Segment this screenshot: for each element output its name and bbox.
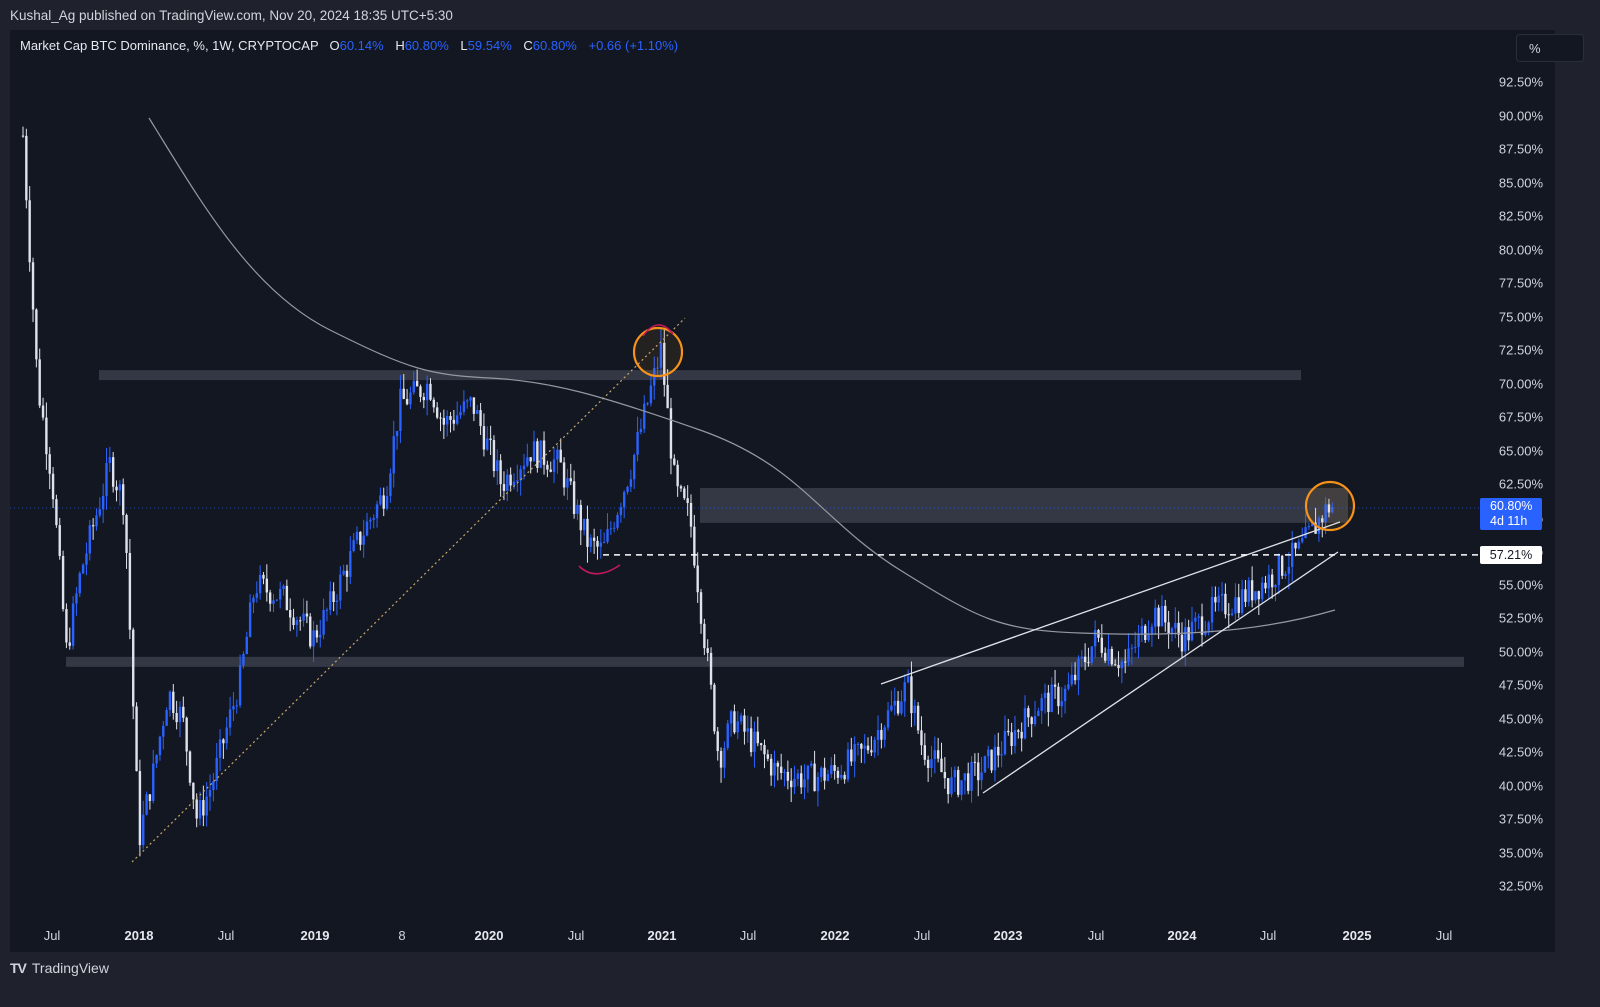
x-tick-label: 2021 [647,928,677,943]
wedge-upper-line [880,521,1341,685]
tradingview-brand: TV TradingView [10,960,109,976]
price-axis[interactable]: 92.50% 90.00% 87.50% 85.00% 82.50% 80.00% 77.5… [1480,30,1555,952]
y-tick-label: 35.00% [1498,845,1543,860]
legend-low-label: L [460,38,468,53]
y-tick-label: 45.00% [1498,711,1543,726]
x-tick-label: 2019 [300,928,330,943]
brand-name: TradingView [31,960,109,976]
bar-countdown: 4d 11h [1490,514,1528,528]
resistance-zone-mid [700,488,1348,523]
y-tick-label: 80.00% [1498,242,1543,257]
x-tick-label: 8 [398,928,406,943]
last-price-value: 60.80% [1490,499,1533,513]
x-tick-label: Jul [43,928,61,943]
y-tick-label: 55.00% [1498,577,1543,592]
x-tick-label: Jul [913,928,931,943]
legend-open-label: O [329,38,340,53]
y-tick-label: 92.50% [1498,74,1543,90]
x-tick-label: Jul [1259,928,1277,943]
moving-average-line [148,117,1336,635]
x-tick-label: Jul [567,928,585,943]
x-tick-label: 2025 [1342,928,1372,943]
highlight-circle-2024 [1304,480,1356,532]
level-price-tag: 57.21% [1480,546,1542,564]
publish-line: Kushal_Ag published on TradingView.com, … [10,8,453,23]
y-tick-label: 70.00% [1498,376,1543,391]
resistance-zone-top [99,370,1301,381]
y-tick-label: 72.50% [1498,342,1543,358]
legend-change: +0.66 (+1.10%) [588,38,679,53]
y-tick-label: 47.50% [1498,677,1543,693]
y-tick-label: 62.50% [1498,476,1543,492]
x-tick-label: 2020 [474,928,504,943]
legend-high-label: H [395,38,405,53]
wedge-lower-line [982,551,1339,794]
legend-low-value: 59.54% [467,38,512,53]
x-tick-label: Jul [1087,928,1105,943]
x-tick-label: Jul [739,928,757,943]
x-tick-label: Jul [1435,928,1453,943]
y-tick-label: 42.50% [1498,744,1543,760]
legend-close-label: C [523,38,533,53]
chart-legend: Market Cap BTC Dominance, %, 1W, CRYPTOC… [20,38,678,53]
support-zone [66,656,1464,667]
legend-open-value: 60.14% [339,38,384,53]
y-tick-label: 82.50% [1498,208,1543,224]
x-tick-label: 2018 [124,928,154,943]
y-tick-label: 40.00% [1498,778,1543,793]
legend-high-value: 60.80% [404,38,449,53]
y-tick-label: 77.50% [1498,275,1543,291]
x-tick-label: Jul [217,928,235,943]
y-tick-label: 32.50% [1498,878,1543,894]
top-arc-mark [642,324,674,337]
legend-symbol: Market Cap BTC Dominance, %, 1W, CRYPTOC… [20,38,319,53]
y-tick-label: 52.50% [1498,610,1543,626]
scale-mode-button[interactable]: % [1516,34,1584,62]
y-tick-label: 85.00% [1498,175,1543,190]
legend-close-value: 60.80% [532,38,577,53]
y-tick-label: 65.00% [1498,443,1543,458]
x-tick-label: 2024 [1167,928,1197,943]
y-tick-label: 50.00% [1498,644,1543,659]
y-tick-label: 87.50% [1498,141,1543,157]
y-tick-label: 67.50% [1498,409,1543,425]
last-price-tag: 60.80% 4d 11h [1480,498,1542,530]
x-tick-label: 2023 [993,928,1023,943]
y-tick-label: 75.00% [1498,309,1543,324]
bottom-arc-mark [578,564,621,575]
tradingview-logo-icon: TV [10,960,27,976]
x-tick-label: 2022 [820,928,850,943]
y-tick-label: 37.50% [1498,811,1543,827]
y-tick-label: 90.00% [1498,108,1543,123]
dotted-trendline [131,317,686,863]
highlight-circle-2021 [632,326,684,378]
